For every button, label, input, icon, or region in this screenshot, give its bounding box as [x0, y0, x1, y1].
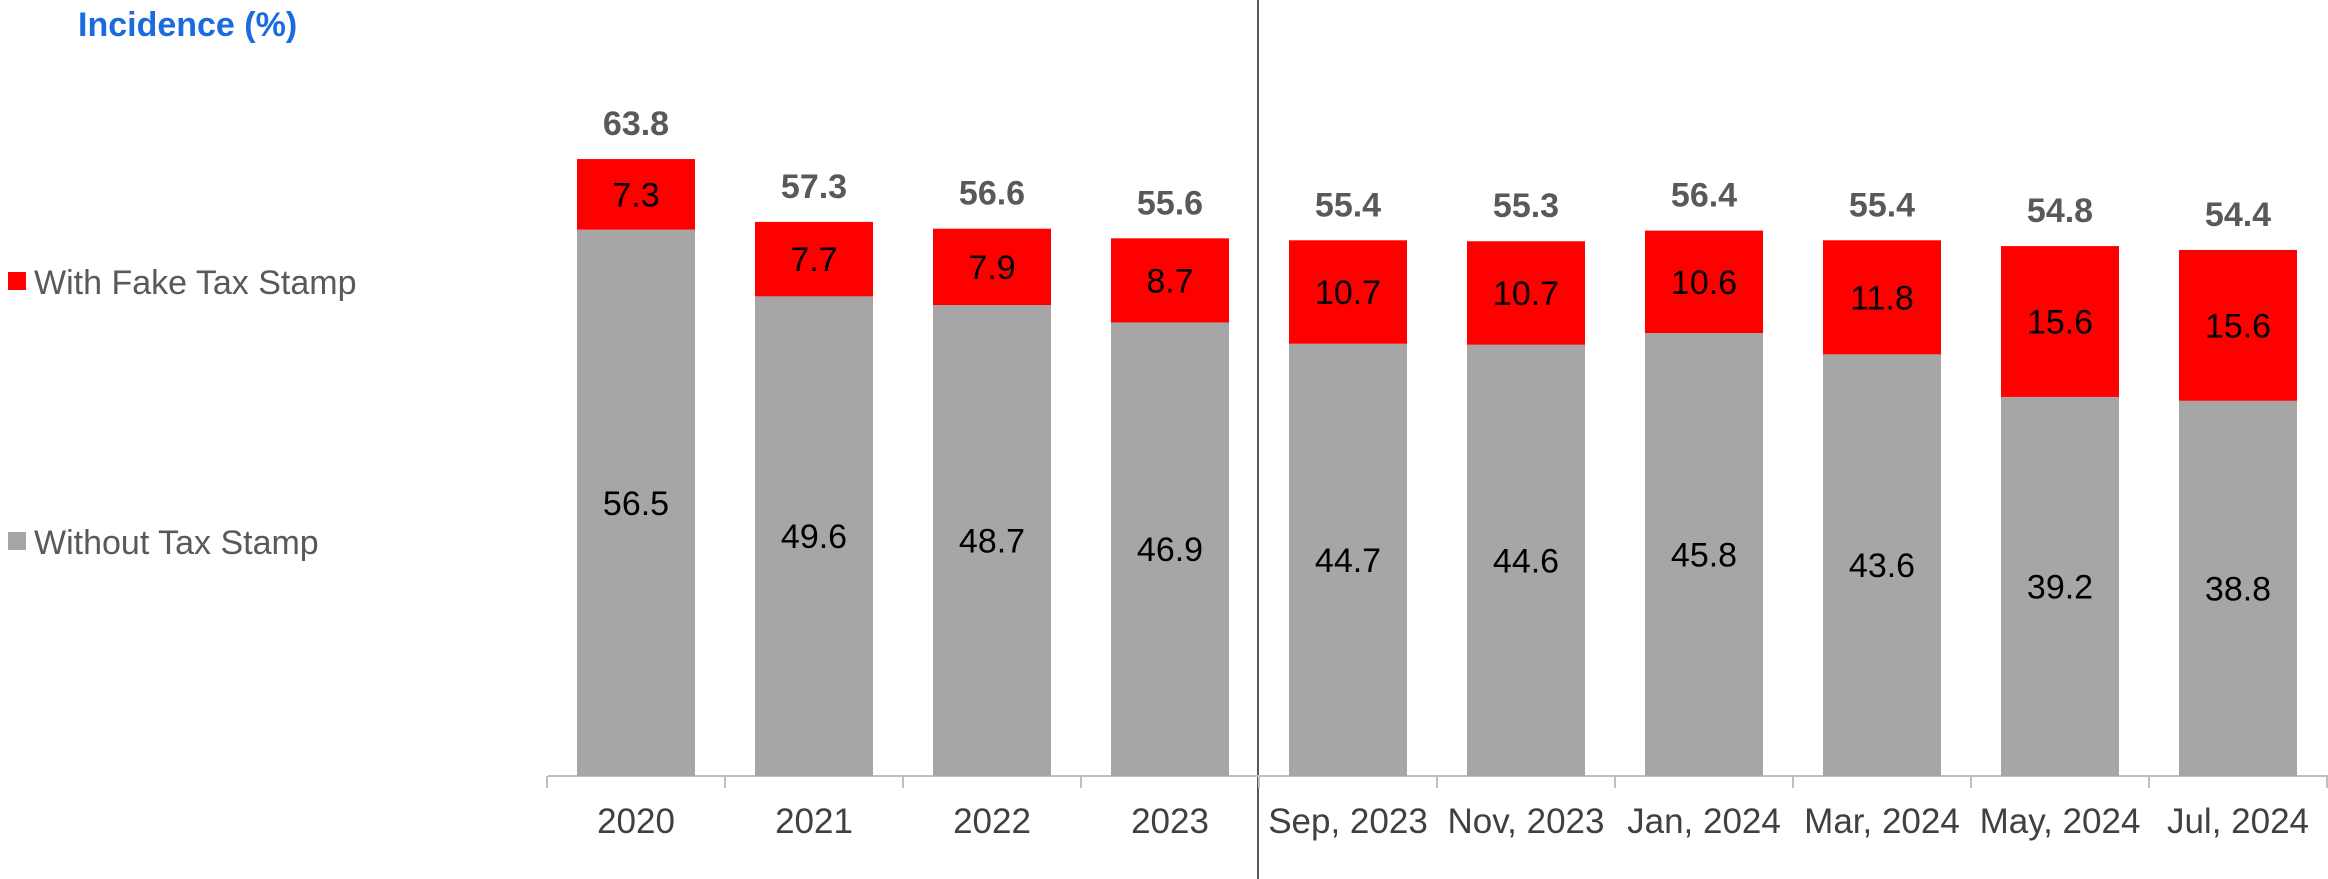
bar-without-tax-stamp — [933, 305, 1051, 776]
bar-fake-tax-stamp — [1289, 240, 1407, 344]
data-label-without-tax-stamp: 45.8 — [1671, 537, 1737, 575]
data-label-without-tax-stamp: 44.7 — [1315, 542, 1381, 580]
data-label-fake-tax-stamp: 15.6 — [2027, 304, 2093, 342]
bars — [577, 159, 2297, 776]
x-tick-label: Jul, 2024 — [2167, 802, 2309, 841]
data-label-total: 57.3 — [781, 168, 847, 206]
x-tick-label: 2020 — [597, 802, 675, 841]
data-label-without-tax-stamp: 38.8 — [2205, 570, 2271, 608]
bar-without-tax-stamp — [1645, 333, 1763, 776]
data-label-total: 55.4 — [1849, 186, 1915, 224]
data-label-fake-tax-stamp: 8.7 — [1146, 262, 1193, 300]
data-label-fake-tax-stamp: 10.7 — [1315, 274, 1381, 312]
legend: With Fake Tax Stamp Without Tax Stamp — [8, 264, 357, 562]
x-tick-label: 2021 — [775, 802, 853, 841]
legend-label-fake-tax-stamp: With Fake Tax Stamp — [34, 264, 357, 302]
x-tick-label: 2023 — [1131, 802, 1209, 841]
bar-fake-tax-stamp — [2001, 246, 2119, 397]
bar-fake-tax-stamp — [1823, 240, 1941, 355]
bar-fake-tax-stamp — [577, 159, 695, 230]
legend-swatch-fake-tax-stamp — [8, 272, 26, 290]
x-tick-label: Jan, 2024 — [1627, 802, 1781, 841]
bar-without-tax-stamp — [1111, 322, 1229, 776]
bar-without-tax-stamp — [1467, 344, 1585, 776]
data-label-without-tax-stamp: 46.9 — [1137, 531, 1203, 569]
legend-label-without-tax-stamp: Without Tax Stamp — [34, 524, 319, 562]
bar-without-tax-stamp — [755, 296, 873, 776]
x-tick-label: Nov, 2023 — [1448, 802, 1605, 841]
bar-without-tax-stamp — [2001, 396, 2119, 776]
data-label-without-tax-stamp: 48.7 — [959, 523, 1025, 561]
data-label-total: 55.3 — [1493, 187, 1559, 225]
data-label-total: 55.6 — [1137, 184, 1203, 222]
x-tick-label: May, 2024 — [1980, 802, 2141, 841]
x-axis-tick-marks — [546, 776, 2328, 788]
bar-without-tax-stamp — [577, 229, 695, 776]
bar-fake-tax-stamp — [1645, 230, 1763, 334]
data-label-fake-tax-stamp: 10.6 — [1671, 264, 1737, 302]
data-label-fake-tax-stamp: 10.7 — [1493, 275, 1559, 313]
bar-fake-tax-stamp — [755, 221, 873, 297]
bar-fake-tax-stamp — [933, 228, 1051, 306]
data-label-total: 56.4 — [1671, 177, 1737, 215]
data-label-total: 54.4 — [2205, 196, 2271, 234]
segment-labels: 56.5 7.3 49.6 7.7 48.7 7.9 46.9 8.7 44.7 10.7 44.6… — [603, 176, 2271, 608]
total-labels: 63.8 57.3 56.6 55.6 55.4 55.3 56.4 55.4 54.8 54.4 — [603, 105, 2271, 234]
bar-fake-tax-stamp — [2179, 249, 2297, 401]
bar-fake-tax-stamp — [1467, 241, 1585, 345]
data-label-without-tax-stamp: 49.6 — [781, 518, 847, 556]
data-label-without-tax-stamp: 43.6 — [1849, 547, 1915, 585]
bar-without-tax-stamp — [1289, 343, 1407, 776]
data-label-total: 56.6 — [959, 175, 1025, 213]
data-label-without-tax-stamp: 39.2 — [2027, 568, 2093, 606]
x-tick-label: 2022 — [953, 802, 1031, 841]
bar-without-tax-stamp — [1823, 354, 1941, 776]
data-label-total: 63.8 — [603, 105, 669, 143]
data-label-fake-tax-stamp: 7.3 — [612, 176, 659, 214]
x-tick-label: Sep, 2023 — [1268, 802, 1428, 841]
data-label-without-tax-stamp: 56.5 — [603, 485, 669, 523]
data-label-fake-tax-stamp: 11.8 — [1850, 279, 1914, 317]
bar-fake-tax-stamp — [1111, 238, 1229, 323]
data-label-total: 54.8 — [2027, 192, 2093, 230]
bar-without-tax-stamp — [2179, 400, 2297, 776]
x-axis-tick-labels: 2020 2021 2022 2023 Sep, 2023 Nov, 2023 Jan, 2… — [597, 802, 2309, 841]
data-label-total: 55.4 — [1315, 186, 1381, 224]
data-label-fake-tax-stamp: 7.7 — [790, 241, 837, 279]
legend-swatch-without-tax-stamp — [8, 532, 26, 550]
data-label-fake-tax-stamp: 7.9 — [968, 249, 1015, 287]
data-label-without-tax-stamp: 44.6 — [1493, 542, 1559, 580]
data-label-fake-tax-stamp: 15.6 — [2205, 307, 2271, 345]
chart-title: Incidence (%) — [78, 6, 297, 44]
x-tick-label: Mar, 2024 — [1804, 802, 1960, 841]
